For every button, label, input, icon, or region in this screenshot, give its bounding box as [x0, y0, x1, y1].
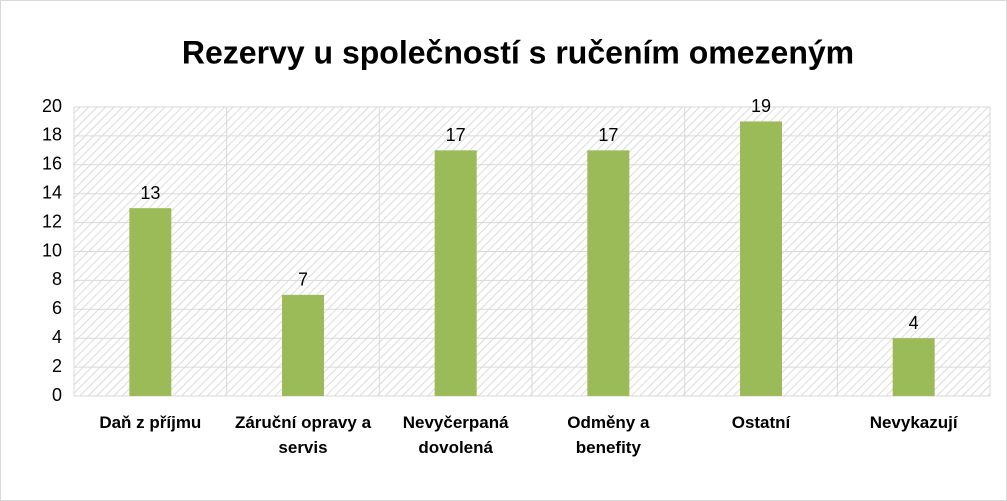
x-tick-label: Odměny a benefity — [567, 413, 650, 457]
x-tick-label: Záruční opravy a servis — [234, 413, 372, 457]
data-label: 17 — [446, 125, 466, 145]
y-tick-label: 8 — [52, 269, 62, 289]
y-tick-label: 16 — [42, 154, 62, 174]
data-label: 19 — [751, 96, 771, 116]
y-tick-label: 0 — [52, 385, 62, 405]
x-tick-label: Nevyčerpaná dovolená — [402, 413, 509, 457]
y-tick-label: 18 — [42, 125, 62, 145]
x-tick-label: Ostatní — [731, 413, 791, 432]
x-tick-label: Daň z příjmu — [99, 413, 202, 432]
bar — [282, 294, 324, 396]
y-tick-label: 6 — [52, 298, 62, 318]
data-label: 4 — [909, 313, 919, 333]
data-label: 13 — [140, 183, 160, 203]
y-tick-label: 4 — [52, 327, 62, 347]
bar — [129, 208, 172, 396]
bar — [434, 150, 477, 396]
bar — [587, 150, 630, 396]
y-tick-label: 2 — [52, 356, 62, 376]
y-tick-label: 12 — [42, 211, 62, 231]
bar — [892, 338, 935, 396]
y-tick-label: 10 — [42, 240, 62, 260]
data-label: 7 — [298, 270, 308, 290]
x-tick-label: Nevykazují — [869, 413, 958, 432]
chart-title: Rezervy u společností s ručením omezeným — [182, 34, 854, 70]
data-label: 17 — [598, 125, 618, 145]
y-tick-label: 14 — [42, 182, 62, 202]
bar — [740, 121, 782, 396]
y-tick-label: 20 — [42, 96, 62, 116]
